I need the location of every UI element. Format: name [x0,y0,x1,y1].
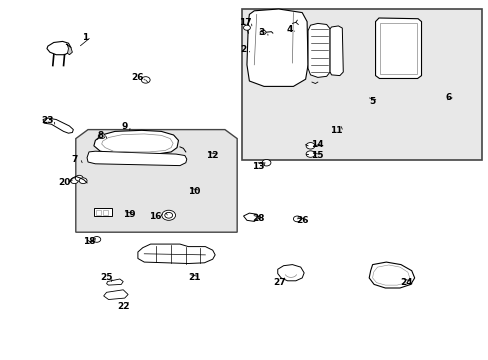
Bar [380,23,416,74]
Text: 9: 9 [121,122,128,131]
Circle shape [162,210,175,220]
Polygon shape [277,265,304,281]
Circle shape [79,178,87,184]
Text: 24: 24 [400,278,412,287]
Text: 5: 5 [369,97,375,106]
Polygon shape [138,244,215,264]
Polygon shape [106,279,123,285]
Circle shape [164,212,172,218]
Circle shape [260,30,265,35]
Bar [96,210,101,215]
Polygon shape [87,151,186,166]
Text: 26: 26 [131,73,144,82]
Polygon shape [243,213,259,221]
Text: 25: 25 [100,274,113,282]
Text: 8: 8 [97,130,103,139]
Circle shape [70,178,78,184]
Text: 13: 13 [251,162,264,171]
Polygon shape [246,9,307,86]
Circle shape [98,134,105,139]
Circle shape [262,159,270,166]
Text: 6: 6 [445,94,451,102]
Text: 3: 3 [258,28,264,37]
Text: 15: 15 [310,151,323,160]
Bar [94,208,112,216]
Bar [242,9,481,160]
Text: 10: 10 [188,187,201,196]
Text: 28: 28 [251,214,264,223]
Text: 27: 27 [273,278,285,287]
Circle shape [75,175,83,181]
Circle shape [243,25,250,30]
Circle shape [93,237,101,242]
Text: 14: 14 [310,140,323,149]
Text: 23: 23 [41,116,54,125]
Text: 20: 20 [58,178,71,187]
Polygon shape [375,18,421,78]
Text: 22: 22 [117,302,129,311]
Text: 17: 17 [239,18,251,27]
Polygon shape [368,262,414,288]
Circle shape [293,216,301,222]
Circle shape [141,77,150,83]
Polygon shape [43,118,73,133]
Text: 2: 2 [240,45,246,54]
Circle shape [305,151,314,157]
Text: 19: 19 [123,210,136,219]
Polygon shape [329,26,343,76]
Bar [102,210,107,215]
Text: 4: 4 [286,25,293,34]
Text: 26: 26 [295,216,308,225]
Polygon shape [103,290,128,300]
Polygon shape [76,130,237,232]
Text: 12: 12 [206,151,219,160]
Polygon shape [47,41,71,55]
Text: 1: 1 [82,33,88,42]
Text: 11: 11 [329,126,342,135]
Polygon shape [94,130,178,155]
Text: 7: 7 [71,154,78,163]
Polygon shape [307,23,329,77]
Polygon shape [66,44,72,55]
Text: 18: 18 [82,238,95,246]
Text: 21: 21 [188,274,201,282]
Circle shape [305,143,314,149]
Text: 16: 16 [149,212,162,221]
